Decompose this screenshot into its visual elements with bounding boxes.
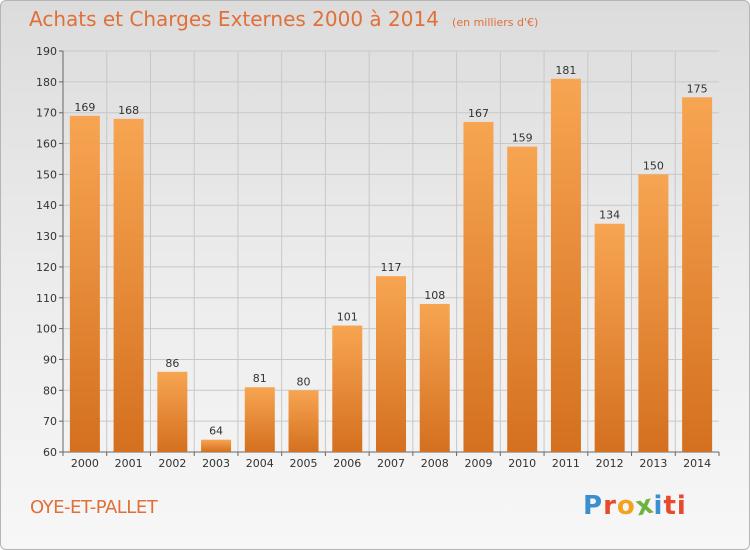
y-tick-label: 170 [36,107,57,120]
y-tick-label: 180 [36,76,57,89]
title-row: Achats et Charges Externes 2000 à 2014 (… [29,7,538,31]
bars [69,78,713,453]
bar-2011 [550,78,581,452]
y-tick-label: 70 [43,415,57,428]
data-label-2011: 181 [555,64,576,77]
bar-2006 [332,325,363,452]
bar-2012 [594,223,625,452]
data-label-2006: 101 [337,311,358,324]
logo-letter: i [676,491,687,521]
bar-2003 [201,439,232,452]
x-tick-label: 2013 [639,457,667,470]
data-label-2013: 150 [643,159,664,172]
logo-letter: o [616,491,636,521]
x-tick-label: 2003 [202,457,230,470]
y-tick-label: 60 [43,446,57,459]
x-tick-label: 2009 [464,457,492,470]
x-tick-label: 2011 [552,457,580,470]
x-tick-label: 2000 [71,457,99,470]
data-label-2003: 64 [209,425,223,438]
x-tick-label: 2008 [421,457,449,470]
data-label-2008: 108 [424,289,445,302]
bar-2005 [288,390,319,452]
y-tick-label: 130 [36,230,57,243]
y-tick-label: 160 [36,138,57,151]
y-tick-label: 110 [36,292,57,305]
unit-note: (en milliers d'€) [452,16,539,29]
x-tick-label: 2012 [596,457,624,470]
x-tick-label: 2005 [290,457,318,470]
y-tick-label: 100 [36,323,57,336]
bar-2010 [507,146,538,452]
x-tick-label: 2006 [333,457,361,470]
data-label-2007: 117 [381,261,402,274]
y-tick-label: 80 [43,384,57,397]
commune-name: OYE-ET-PALLET [30,497,158,518]
data-label-2004: 81 [253,372,267,385]
axes: 60 70 80 90 100 110 120 130 140 150 160 170 180 190 20… [36,45,720,470]
data-label-2002: 86 [165,357,179,370]
logo-letter: i [653,491,664,521]
y-tick-label: 90 [43,353,57,366]
x-tick-label: 2014 [683,457,711,470]
x-tick-label: 2007 [377,457,405,470]
bar-2007 [376,276,406,452]
bar-2013 [638,174,669,452]
bar-2014 [682,97,713,453]
logo-letter: r [603,491,617,521]
bar-2000 [69,115,100,453]
data-label-2014: 175 [687,82,708,95]
x-tick-label: 2001 [115,457,143,470]
x-tick-label: 2010 [508,457,536,470]
x-tick-label: 2004 [246,457,274,470]
data-label-2000: 169 [74,101,95,114]
x-tick-label: 2002 [158,457,186,470]
logo-letter: P [583,491,604,521]
y-tick-label: 150 [36,168,57,181]
y-tick-label: 140 [36,199,57,212]
bar-2009 [463,121,494,452]
data-label-2009: 167 [468,107,489,120]
y-tick-label: 120 [36,261,57,274]
data-label-2010: 159 [512,132,533,145]
y-tick-label: 190 [36,45,57,58]
data-label-2005: 80 [297,375,311,388]
data-labels: 169 168 86 64 81 80 101 117 108 167 159 181 134 150 17… [74,64,707,438]
proxiti-logo: Proxiti [583,489,687,522]
chart-title: Achats et Charges Externes 2000 à 2014 [29,7,439,31]
bar-2001 [113,118,144,452]
bar-2008 [419,303,450,452]
logo-letter: t [663,491,677,521]
bar-2004 [244,387,275,452]
bar-2002 [157,371,188,452]
data-label-2012: 134 [599,209,620,222]
data-label-2001: 168 [118,104,139,117]
